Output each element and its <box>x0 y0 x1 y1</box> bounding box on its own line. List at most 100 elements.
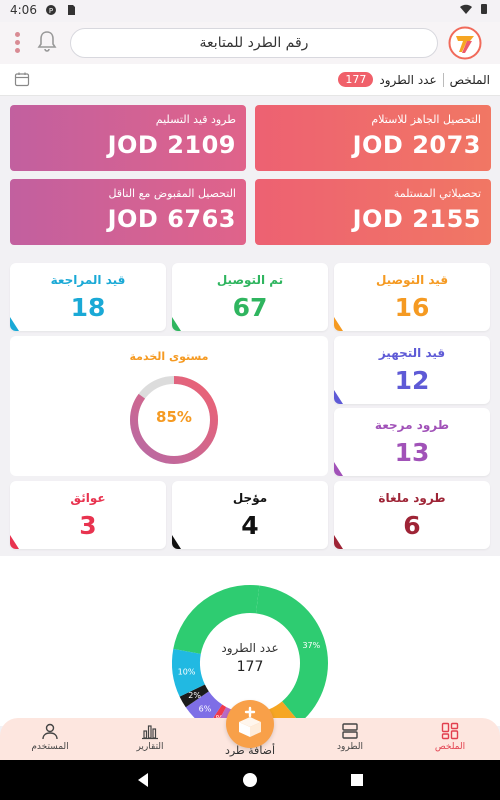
donut-center-value: 177 <box>236 659 264 675</box>
service-level-value: 85% <box>156 408 192 426</box>
system-navigation-bar <box>0 760 500 800</box>
nav-reports[interactable]: التقارير <box>110 722 190 752</box>
nav-user[interactable]: المستخدم <box>10 722 90 752</box>
donut-slice <box>255 585 328 723</box>
back-icon[interactable] <box>136 772 150 792</box>
dashboard-icon <box>441 722 459 740</box>
card-corner-accent <box>334 317 343 331</box>
tracking-search-input[interactable]: رقم الطرد للمتابعة <box>70 28 438 58</box>
nav-user-label: المستخدم <box>31 742 69 752</box>
status-card-value: 6 <box>403 511 421 540</box>
ring-fill <box>130 376 218 464</box>
notification-bell-icon[interactable] <box>36 29 58 53</box>
money-card-my-collections[interactable]: تحصيلاتي المستلمة JOD 2155 <box>255 179 491 245</box>
status-card-value: 16 <box>394 293 430 322</box>
status-card-title: قيد المراجعة <box>50 273 126 287</box>
battery-icon <box>481 4 487 14</box>
status-card-issues[interactable]: عوائق 3 <box>10 481 166 549</box>
status-card-value: 4 <box>241 511 259 540</box>
donut-slice <box>173 585 260 654</box>
status-card-postponed[interactable]: مؤجل 4 <box>172 481 328 549</box>
money-card-title: طرود قيد التسليم <box>155 113 236 126</box>
status-card-value: 13 <box>394 438 430 467</box>
money-card-value: JOD 2109 <box>107 131 236 159</box>
app-logo-icon <box>448 26 482 60</box>
status-time: 4:06 <box>10 3 37 17</box>
status-card-in-delivery[interactable]: قيد التوصيل 16 <box>334 263 490 331</box>
nav-reports-label: التقارير <box>136 742 164 752</box>
nav-parcels[interactable]: الطرود <box>310 722 390 752</box>
donut-slice-label: 6% <box>199 705 212 714</box>
status-card-value: 67 <box>232 293 268 322</box>
money-card-title: التحصيل المقبوض مع الناقل <box>108 187 236 200</box>
status-card-title: مؤجل <box>232 491 268 505</box>
card-corner-accent <box>334 462 343 476</box>
home-icon[interactable] <box>242 772 258 792</box>
status-card-title: طرود مرجعة <box>374 418 450 432</box>
card-corner-accent <box>334 390 343 404</box>
status-card-title: عوائق <box>70 491 106 505</box>
status-card-value: 18 <box>70 293 106 322</box>
reports-chart-icon <box>142 725 158 740</box>
divider <box>442 72 444 87</box>
service-level-title: مستوى الخدمة <box>129 350 209 363</box>
parcel-count-label: عدد الطرود <box>379 72 437 87</box>
money-card-title: التحصيل الجاهز للاستلام <box>371 113 481 126</box>
user-icon <box>42 723 58 740</box>
money-card-ready-collection[interactable]: التحصيل الجاهز للاستلام JOD 2073 <box>255 105 491 171</box>
card-corner-accent <box>334 535 343 549</box>
summary-title: الملخص <box>449 72 490 87</box>
nav-summary-label: الملخص <box>434 742 466 752</box>
add-parcel-label: أضافة طرد <box>224 744 276 757</box>
status-card-value: 12 <box>394 366 430 395</box>
more-menu-icon[interactable] <box>14 30 22 54</box>
parcels-donut-section: 37%9%3%7%1%6%2%10% عدد الطرود 177 <box>0 556 500 741</box>
add-box-icon <box>239 706 261 737</box>
donut-slice-label: 2% <box>188 691 201 700</box>
svg-text:P: P <box>49 7 53 15</box>
nav-parcels-label: الطرود <box>337 742 363 752</box>
card-corner-accent <box>172 535 181 549</box>
donut-slice <box>179 684 209 708</box>
donut-slice-label: 10% <box>178 667 196 676</box>
status-card-preparing[interactable]: قيد التجهيز 12 <box>334 336 490 404</box>
donut-hole <box>201 614 299 712</box>
donut-slice <box>171 648 205 697</box>
money-card-in-delivery[interactable]: طرود قيد التسليم JOD 2109 <box>10 105 246 171</box>
parcel-count-badge: 177 <box>338 72 374 87</box>
service-level-card: مستوى الخدمة 85% <box>10 336 328 476</box>
money-card-value: JOD 2155 <box>352 205 481 233</box>
status-card-in-review[interactable]: قيد المراجعة 18 <box>10 263 166 331</box>
calendar-icon[interactable] <box>14 71 30 87</box>
card-corner-accent <box>10 535 19 549</box>
money-card-title: تحصيلاتي المستلمة <box>393 187 481 200</box>
summary-label: الملخص عدد الطرود 177 <box>338 72 490 87</box>
top-bar: رقم الطرد للمتابعة <box>0 22 500 64</box>
add-parcel-button[interactable] <box>226 700 274 748</box>
donut-slice-label: 37% <box>302 641 320 650</box>
status-card-delivered[interactable]: تم التوصيل 67 <box>172 263 328 331</box>
status-card-title: قيد التجهيز <box>378 346 446 360</box>
bottom-navigation: الملخص الطرود أضافة طرد التقارير المست <box>0 700 500 760</box>
app-notification-icon: P <box>45 5 56 15</box>
status-bar: 4:06 P <box>0 0 500 22</box>
status-card-cancelled[interactable]: طرود ملغاة 6 <box>334 481 490 549</box>
card-corner-accent <box>10 317 19 331</box>
recents-icon[interactable] <box>350 772 364 791</box>
status-card-title: تم التوصيل <box>216 273 284 287</box>
wifi-icon <box>460 4 472 14</box>
status-card-returned[interactable]: طرود مرجعة 13 <box>334 408 490 476</box>
money-card-value: JOD 2073 <box>352 131 481 159</box>
card-corner-accent <box>172 317 181 331</box>
donut-slice <box>185 691 223 728</box>
donut-center-label: عدد الطرود <box>221 641 279 655</box>
money-card-carrier-collected[interactable]: التحصيل المقبوض مع الناقل JOD 6763 <box>10 179 246 245</box>
status-card-title: طرود ملغاة <box>378 491 446 505</box>
sd-card-icon <box>67 5 75 15</box>
service-level-ring <box>130 376 218 464</box>
status-card-value: 3 <box>79 511 97 540</box>
money-card-value: JOD 6763 <box>107 205 236 233</box>
parcels-list-icon <box>342 723 358 739</box>
summary-strip: الملخص عدد الطرود 177 <box>0 64 500 96</box>
nav-summary[interactable]: الملخص <box>410 722 490 752</box>
